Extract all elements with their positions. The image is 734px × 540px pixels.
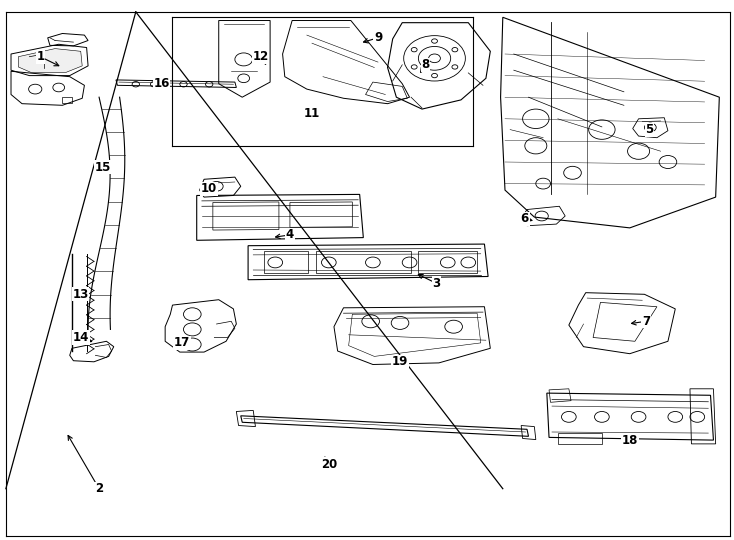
- Text: 7: 7: [642, 315, 650, 328]
- Text: 13: 13: [73, 288, 89, 301]
- Text: 9: 9: [374, 31, 382, 44]
- Text: 5: 5: [645, 123, 654, 136]
- Polygon shape: [593, 302, 657, 341]
- Polygon shape: [18, 49, 82, 72]
- Text: 17: 17: [174, 336, 190, 349]
- Text: 4: 4: [286, 228, 294, 241]
- Text: 20: 20: [321, 458, 337, 471]
- Text: 11: 11: [304, 107, 320, 120]
- Text: 6: 6: [520, 212, 529, 225]
- Text: 18: 18: [622, 434, 638, 447]
- Text: 12: 12: [252, 50, 269, 63]
- Text: 16: 16: [153, 77, 170, 90]
- Text: 1: 1: [36, 50, 45, 63]
- Text: 10: 10: [201, 183, 217, 195]
- Text: 15: 15: [95, 161, 111, 174]
- Text: 8: 8: [421, 58, 430, 71]
- Text: 3: 3: [432, 277, 441, 290]
- Text: 14: 14: [73, 331, 89, 344]
- Text: 19: 19: [392, 355, 408, 368]
- Text: 2: 2: [95, 482, 103, 495]
